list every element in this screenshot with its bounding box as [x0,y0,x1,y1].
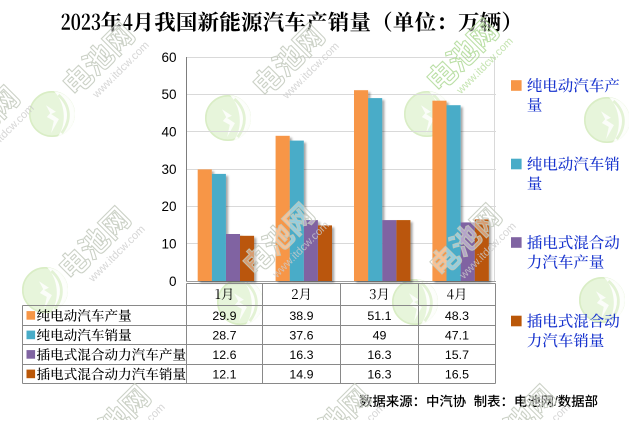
svg-text:16.3: 16.3 [367,367,391,381]
svg-text:16.3: 16.3 [367,348,391,362]
svg-text:51.1: 51.1 [367,309,391,323]
svg-text:14.9: 14.9 [289,367,313,381]
svg-text:20: 20 [162,199,177,214]
svg-text:60: 60 [162,50,177,65]
svg-text:49: 49 [373,328,387,342]
svg-text:29.9: 29.9 [212,309,236,323]
svg-text:12.6: 12.6 [212,348,236,362]
svg-text:50: 50 [162,87,177,102]
svg-text:15.7: 15.7 [445,348,469,362]
svg-text:16.5: 16.5 [445,367,469,381]
svg-text:48.3: 48.3 [445,309,469,323]
svg-text:28.7: 28.7 [212,328,236,342]
svg-text:37.6: 37.6 [289,328,313,342]
svg-text:12.1: 12.1 [212,367,236,381]
svg-text:0: 0 [169,274,177,289]
svg-text:16.3: 16.3 [289,348,313,362]
svg-text:30: 30 [162,162,177,177]
svg-text:47.1: 47.1 [445,328,469,342]
svg-text:40: 40 [162,125,177,140]
svg-text:10: 10 [162,237,177,252]
svg-text:38.9: 38.9 [289,309,313,323]
